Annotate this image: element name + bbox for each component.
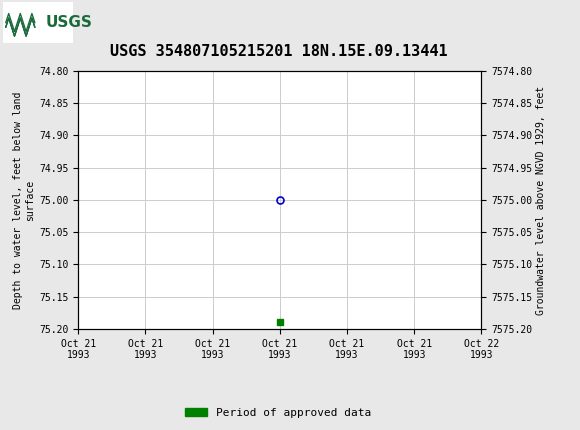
- Y-axis label: Depth to water level, feet below land
surface: Depth to water level, feet below land su…: [13, 91, 35, 309]
- Text: USGS 354807105215201 18N.15E.09.13441: USGS 354807105215201 18N.15E.09.13441: [110, 44, 447, 59]
- Text: USGS: USGS: [45, 15, 92, 30]
- Legend: Period of approved data: Period of approved data: [181, 403, 376, 422]
- Y-axis label: Groundwater level above NGVD 1929, feet: Groundwater level above NGVD 1929, feet: [536, 86, 546, 314]
- FancyBboxPatch shape: [3, 2, 72, 43]
